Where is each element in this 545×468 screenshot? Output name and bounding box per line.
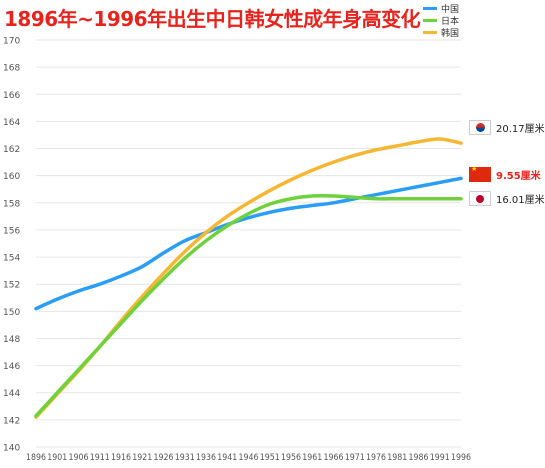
- y-tick-label: 158: [3, 199, 20, 209]
- legend-swatch-korea: [423, 30, 437, 34]
- x-tick-label: 1926: [154, 453, 174, 463]
- y-tick-label: 146: [3, 362, 20, 372]
- y-tick-label: 162: [3, 145, 20, 155]
- y-tick-label: 156: [3, 226, 20, 236]
- series-line-韩国: [34, 137, 463, 419]
- china-flag-icon: [469, 165, 491, 183]
- legend-swatch-china: [423, 6, 437, 10]
- annotation-china: 9.55厘米: [469, 165, 541, 183]
- annotation-japan-text: 16.01厘米: [496, 194, 545, 206]
- series-line-日本: [34, 194, 463, 418]
- y-tick-label: 140: [3, 444, 20, 454]
- series-line-中国: [34, 176, 463, 311]
- x-tick-label: 1951: [260, 453, 280, 463]
- x-tick-label: 1981: [387, 453, 407, 463]
- y-tick-label: 168: [3, 64, 20, 74]
- x-tick-label: 1991: [430, 453, 450, 463]
- y-tick-label: 160: [3, 172, 20, 182]
- y-tick-label: 152: [3, 281, 20, 291]
- x-tick-label: 1946: [239, 453, 259, 463]
- y-tick-label: 144: [3, 389, 20, 399]
- y-tick-label: 148: [3, 335, 20, 345]
- y-tick-label: 154: [3, 254, 20, 264]
- x-tick-label: 1911: [90, 453, 110, 463]
- x-tick-label: 1966: [324, 453, 344, 463]
- x-tick-label: 1916: [111, 453, 131, 463]
- x-tick-label: 1921: [132, 453, 152, 463]
- x-tick-label: 1896: [26, 453, 46, 463]
- chart-title: 1896年~1996年出生中日韩女性成年身高变化: [4, 7, 421, 31]
- x-tick-label: 1941: [217, 453, 237, 463]
- legend-swatch-japan: [423, 18, 437, 22]
- x-tick-label: 1901: [47, 453, 67, 463]
- x-tick-label: 1931: [175, 453, 195, 463]
- x-tick-label: 1961: [302, 453, 322, 463]
- x-tick-label: 1986: [409, 453, 429, 463]
- y-tick-label: 166: [3, 91, 20, 101]
- legend-item-korea: 韩国: [423, 26, 460, 39]
- annotation-korea: 20.17厘米: [469, 120, 545, 136]
- x-tick-label: 1996: [451, 453, 471, 463]
- korea-flag-icon: [469, 120, 491, 136]
- y-tick-label: 164: [3, 118, 20, 128]
- y-tick-label: 142: [3, 416, 20, 426]
- annotation-japan: 16.01厘米: [469, 190, 545, 206]
- annotation-china-text: 9.55厘米: [496, 171, 541, 183]
- x-tick-label: 1956: [281, 453, 301, 463]
- x-tick-label: 1936: [196, 453, 216, 463]
- legend-label-korea: 韩国: [441, 28, 460, 39]
- y-tick-label: 150: [3, 308, 20, 318]
- legend-item-china: 中国: [423, 2, 460, 15]
- legend-label-japan: 日本: [441, 16, 460, 27]
- legend-item-japan: 日本: [423, 14, 460, 27]
- legend-label-china: 中国: [441, 4, 460, 15]
- legend: 中国 日本 韩国: [423, 2, 460, 39]
- x-tick-label: 1971: [345, 453, 365, 463]
- x-tick-label: 1976: [366, 453, 386, 463]
- annotation-korea-text: 20.17厘米: [496, 124, 545, 136]
- y-tick-label: 170: [3, 37, 20, 47]
- japan-flag-icon: [469, 190, 491, 206]
- x-tick-label: 1906: [69, 453, 89, 463]
